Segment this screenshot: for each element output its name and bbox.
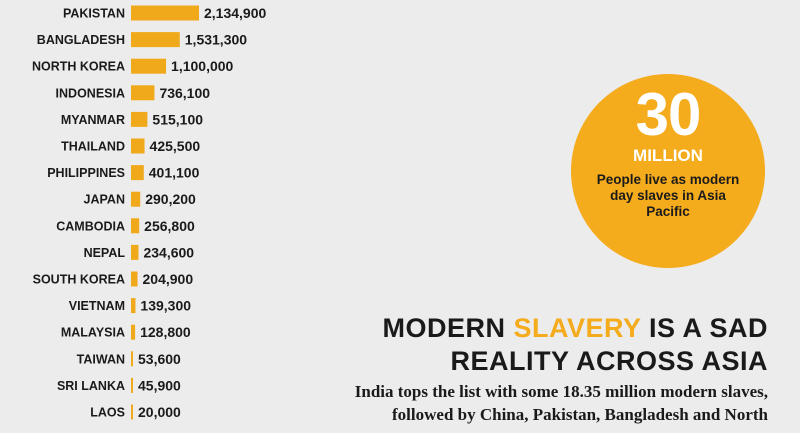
value-label: 1,100,000 [171,58,233,74]
bar [131,244,139,260]
category-label: THAILAND [61,140,125,154]
bar [131,111,148,127]
bar [131,165,144,181]
value-label: 1,531,300 [185,32,247,48]
value-label: 290,200 [145,191,196,207]
category-label: JAPAN [84,193,125,207]
callout-text: People live as modern day slaves in Asia… [596,172,740,219]
category-label: SOUTH KOREA [33,273,125,287]
category-label: PAKISTAN [63,7,125,21]
bar [131,32,180,48]
body-text: India tops the list with some 18.35 mill… [208,380,768,426]
callout-number: 30 [635,81,702,148]
headline-after: IS A SAD [640,313,768,343]
value-label: 736,100 [159,85,210,101]
category-label: VIETNAM [69,299,125,313]
category-label: PHILIPPINES [47,166,125,180]
bar [131,377,133,393]
bar [131,298,136,314]
value-label: 401,100 [149,165,200,181]
callout-circle: 30 MILLION People live as modern day sla… [571,74,765,268]
value-label: 20,000 [138,404,181,420]
category-label: MYANMAR [61,113,125,127]
bar [131,85,155,101]
category-label: NEPAL [84,246,126,260]
value-label: 139,300 [140,298,191,314]
category-label: INDONESIA [56,86,125,100]
bar [131,351,133,367]
category-label: MALAYSIA [61,326,125,340]
category-label: TAIWAN [77,352,125,366]
bar [131,324,136,340]
value-label: 515,100 [152,111,203,127]
bar [131,404,133,420]
bar-chart: PAKISTAN 2,134,900 BANGLADESH 1,531,300 NORT… [32,5,267,420]
value-label: 204,900 [143,271,194,287]
body-line1: India tops the list with some 18.35 mill… [354,382,768,401]
value-label: 53,600 [138,351,181,367]
bar [131,218,140,234]
headline-before: MODERN [382,313,514,343]
bar [131,271,138,287]
headline-highlight: SLAVERY [513,313,641,343]
value-label: 256,800 [144,218,195,234]
callout-unit: MILLION [633,146,703,165]
bar [131,58,167,74]
category-label: CAMBODIA [56,219,125,233]
category-label: LAOS [90,406,125,420]
value-label: 425,500 [150,138,201,154]
value-label: 234,600 [143,244,194,260]
bar [131,5,199,21]
category-label: NORTH KOREA [32,60,125,74]
headline-line2: REALITY ACROSS ASIA [450,346,768,376]
category-label: BANGLADESH [37,33,125,47]
value-label: 2,134,900 [204,5,266,21]
body-line2: followed by China, Pakistan, Bangladesh … [392,405,768,424]
headline: MODERN SLAVERY IS A SAD REALITY ACROSS A… [308,312,768,378]
value-label: 128,800 [140,324,191,340]
bar [131,138,145,154]
bar [131,191,141,207]
value-label: 45,900 [138,377,181,393]
headline-line1: MODERN SLAVERY IS A SAD [308,312,768,345]
category-label: SRI LANKA [57,379,125,393]
